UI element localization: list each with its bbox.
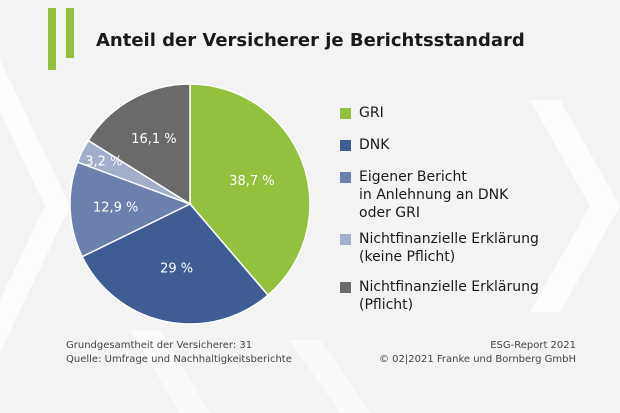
pie-labels: 38,7 % 29 % 12,9 % 3,2 % 16,1 % — [85, 132, 274, 277]
footer-report-name: ESG-Report 2021 — [490, 340, 576, 351]
slice-label-nichtfinanzielle-erkl-rung-pflicht: 16,1 % — [131, 132, 176, 147]
pie-slice-nichtfinanzielle-erkl-rung-pflicht — [87, 83, 191, 206]
logo-bar-left — [48, 8, 56, 70]
legend-label-nfe-pflicht: Nichtfinanzielle Erklärung (Pflicht) — [359, 279, 539, 313]
pie-slice-gri — [189, 83, 311, 297]
footer-population: Grundgesamtheit der Versicherer: 31 — [66, 340, 253, 351]
legend-swatch-dnk — [340, 140, 351, 151]
legend-swatch-nfe-keine-pflicht — [340, 234, 351, 245]
footer-copyright: ESG-Report 2021 © 02|2021 Franke und Bor… — [379, 339, 576, 367]
footer-copyright-line: © 02|2021 Franke und Bornberg GmbH — [378, 354, 576, 365]
legend-label-eigener-bericht: Eigener Bericht in Anlehnung an DNK oder… — [359, 169, 509, 221]
slice-label-dnk: 29 % — [160, 262, 193, 277]
legend-label-nfe-keine-pflicht: Nichtfinanzielle Erklärung (keine Pflich… — [359, 231, 539, 265]
legend-swatch-gri — [340, 108, 351, 119]
pie-slice-eigener-bericht-in-anlehnung-an-dnk-oder-gri — [69, 161, 192, 258]
legend-label-gri: GRI — [359, 105, 384, 121]
logo-bar-right — [66, 8, 74, 58]
footer-source-line: Quelle: Umfrage und Nachhaltigkeitsberic… — [66, 354, 292, 365]
chart-title: Anteil der Versicherer je Berichtsstanda… — [96, 30, 525, 51]
footer-source: Grundgesamtheit der Versicherer: 31 Quel… — [66, 339, 292, 367]
pie-slices — [69, 83, 311, 325]
legend-swatch-eigener-bericht — [340, 172, 351, 183]
slice-label-nichtfinanzielle-erkl-rung-keine-pflicht: 3,2 % — [85, 155, 122, 170]
pie-chart: 38,7 % 29 % 12,9 % 3,2 % 16,1 % — [69, 83, 311, 325]
legend-label-dnk: DNK — [359, 137, 390, 153]
slice-label-eigener-bericht-in-anlehnung-an-dnk-oder-gri: 12,9 % — [93, 201, 138, 216]
slice-label-gri: 38,7 % — [229, 174, 274, 189]
legend-swatch-nfe-pflicht — [340, 282, 351, 293]
